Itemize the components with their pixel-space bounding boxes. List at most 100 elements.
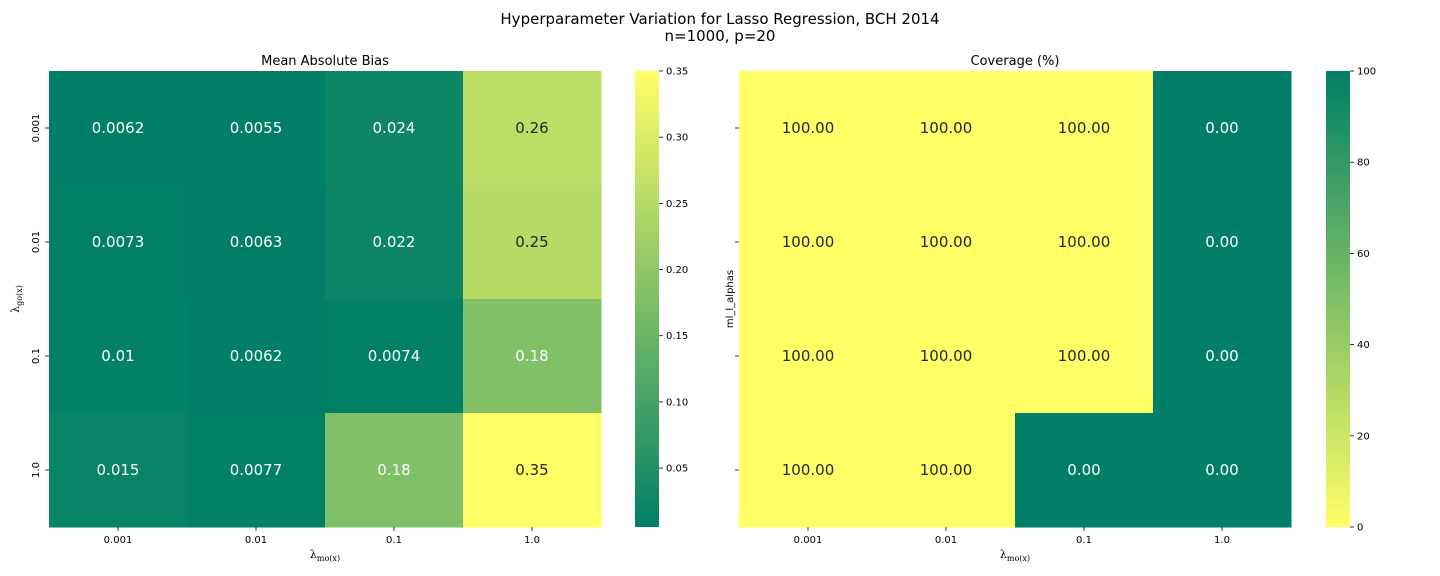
- heatmap-cell: [877, 185, 1016, 300]
- heatmap-cell: [463, 299, 602, 414]
- colorbar-tick-label: 0.30: [666, 133, 688, 144]
- heatmap-cell: [1015, 185, 1154, 300]
- y-tick-label: 0.01: [31, 231, 42, 253]
- y-tick-label: 0.1: [31, 348, 42, 364]
- colorbar-tick-label: 0.15: [666, 331, 688, 342]
- cell-annotation: 0.25: [515, 233, 548, 251]
- cell-annotation: 100.00: [920, 233, 973, 251]
- heatmap-cell: [739, 299, 878, 414]
- x-tick-label: 0.1: [386, 535, 402, 546]
- cell-annotation: 0.00: [1205, 233, 1238, 251]
- heatmap-cell: [325, 413, 464, 528]
- heatmap-cell: [1015, 299, 1154, 414]
- cell-annotation: 100.00: [1058, 233, 1111, 251]
- colorbar-tick-label: 100: [1357, 67, 1376, 78]
- cell-annotation: 0.26: [515, 119, 548, 137]
- cell-annotation: 0.18: [377, 461, 410, 479]
- heatmap-cell: [1015, 71, 1154, 186]
- cell-annotation: 100.00: [1058, 119, 1111, 137]
- heatmap-cell: [739, 413, 878, 528]
- cell-annotation: 0.00: [1205, 119, 1238, 137]
- cell-annotation: 100.00: [920, 461, 973, 479]
- cell-annotation: 0.01: [101, 347, 134, 365]
- heatmap-cell: [187, 299, 326, 414]
- heatmap-cell: [325, 71, 464, 186]
- cell-annotation: 0.015: [97, 461, 140, 479]
- panel-title: Mean Absolute Bias: [261, 54, 389, 69]
- cell-annotation: 100.00: [1058, 347, 1111, 365]
- panel-title: Coverage (%): [971, 54, 1060, 69]
- x-tick-label: 0.001: [794, 535, 823, 546]
- colorbar: [635, 71, 659, 527]
- y-tick-label: 0.001: [31, 114, 42, 143]
- heatmap-panel-1: Mean Absolute Bias 0.0062 0.0055 0.024 0.26 0…: [9, 54, 688, 563]
- cell-annotation: 0.0055: [230, 119, 283, 137]
- heatmap-cell: [463, 71, 602, 186]
- cell-annotation: 100.00: [782, 347, 835, 365]
- cell-annotation: 0.18: [515, 347, 548, 365]
- heatmap-cell: [463, 413, 602, 528]
- heatmap-cell: [877, 299, 1016, 414]
- cell-annotation: 0.00: [1205, 347, 1238, 365]
- cell-annotation: 100.00: [920, 347, 973, 365]
- heatmap-panels: Mean Absolute Bias 0.0062 0.0055 0.024 0.26 0…: [9, 54, 1376, 563]
- cell-annotation: 0.0077: [230, 461, 283, 479]
- cell-annotation: 0.0073: [92, 233, 145, 251]
- colorbar-tick-label: 40: [1357, 340, 1370, 351]
- y-axis-label: ml_l_alphas: [725, 270, 736, 328]
- heatmap-cell: [1153, 185, 1292, 300]
- colorbar-tick-label: 20: [1357, 431, 1370, 442]
- cell-annotation: 0.0062: [92, 119, 145, 137]
- heatmap-cell: [187, 413, 326, 528]
- colorbar-tick-label: 0: [1357, 523, 1363, 534]
- heatmap-cell: [463, 185, 602, 300]
- x-axis-label: λmo(x): [1000, 548, 1030, 563]
- x-tick-label: 0.01: [245, 535, 267, 546]
- heatmap-cell: [49, 299, 188, 414]
- heatmap-cell: [739, 71, 878, 186]
- heatmap-cell: [49, 413, 188, 528]
- cell-annotation: 100.00: [782, 119, 835, 137]
- heatmap-cell: [49, 185, 188, 300]
- cell-annotation: 0.022: [373, 233, 416, 251]
- cell-annotation: 100.00: [920, 119, 973, 137]
- colorbar-tick-label: 0.10: [666, 397, 688, 408]
- heatmap-cell: [1015, 413, 1154, 528]
- cell-annotation: 100.00: [782, 233, 835, 251]
- heatmap-cell: [1153, 71, 1292, 186]
- cell-annotation: 0.024: [373, 119, 416, 137]
- figure-title-line2: n=1000, p=20: [665, 27, 776, 45]
- cell-annotation: 0.00: [1067, 461, 1100, 479]
- heatmap-cell: [1153, 413, 1292, 528]
- cell-annotation: 0.0062: [230, 347, 283, 365]
- colorbar-tick-label: 80: [1357, 158, 1370, 169]
- colorbar-tick-label: 60: [1357, 249, 1370, 260]
- heatmap-cell: [187, 185, 326, 300]
- x-tick-label: 1.0: [1214, 535, 1230, 546]
- cell-annotation: 0.00: [1205, 461, 1238, 479]
- x-tick-label: 0.1: [1076, 535, 1092, 546]
- heatmap-cell: [877, 71, 1016, 186]
- colorbar-tick-label: 0.20: [666, 265, 688, 276]
- x-tick-label: 0.01: [935, 535, 957, 546]
- colorbar: [1326, 71, 1350, 527]
- cell-annotation: 100.00: [782, 461, 835, 479]
- cell-annotation: 0.35: [515, 461, 548, 479]
- heatmap-cell: [325, 299, 464, 414]
- heatmap-cell: [49, 71, 188, 186]
- heatmap-cell: [877, 413, 1016, 528]
- x-tick-label: 0.001: [104, 535, 133, 546]
- cell-annotation: 0.0074: [368, 347, 421, 365]
- y-tick-label: 1.0: [31, 462, 42, 478]
- heatmap-cell: [739, 185, 878, 300]
- cell-annotation: 0.0063: [230, 233, 283, 251]
- x-axis-label: λmo(x): [310, 548, 340, 563]
- figure-title-line1: Hyperparameter Variation for Lasso Regre…: [500, 10, 939, 28]
- colorbar-tick-label: 0.05: [666, 464, 688, 475]
- y-axis-label: λgo(x): [9, 285, 24, 313]
- x-tick-label: 1.0: [524, 535, 540, 546]
- colorbar-tick-label: 0.35: [666, 67, 688, 78]
- heatmap-cell: [325, 185, 464, 300]
